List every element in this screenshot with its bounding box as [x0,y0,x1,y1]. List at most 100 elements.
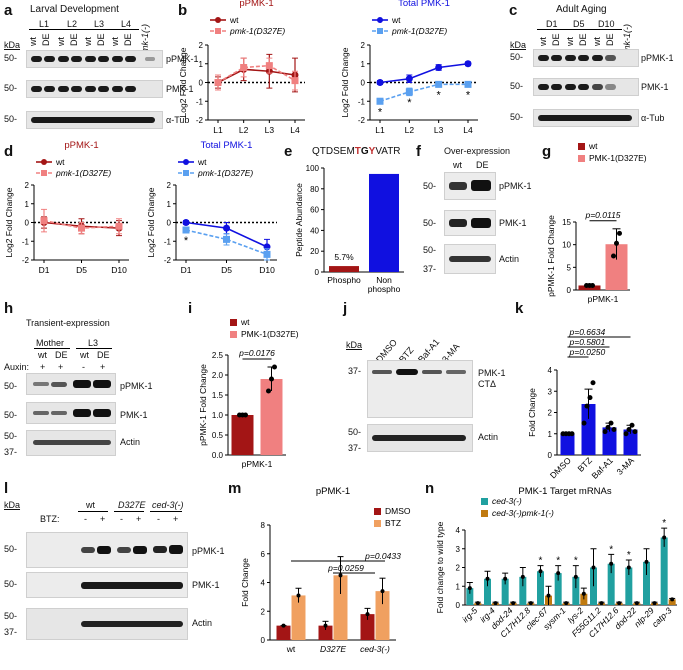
data-point [652,601,657,606]
x-tick-label: D1 [181,265,192,275]
panel-c-title: Adult Aging [556,4,607,15]
significance-mark: * [184,235,189,247]
y-tick-label: 4 [261,579,266,588]
panel-label-a: a [4,2,13,19]
y-tick-label: 1 [456,582,461,591]
data-point [662,535,667,540]
y-axis-label: pPMK-1 Fold Change [198,364,208,446]
data-point [670,597,675,602]
data-point [602,429,608,435]
legend-label: pmk-1(D327E) [55,168,111,178]
series-line [379,83,468,103]
y-tick-label: -1 [358,97,366,106]
pvalue-label: p=0.0115 [584,210,620,220]
series-line [217,68,296,84]
bar [276,625,291,640]
x-tick-label: 3-MA [614,455,636,477]
legend-swatch [374,520,381,527]
data-point [623,431,629,437]
panel-l-btz: + [136,514,142,524]
mw-marker: 37- [423,264,437,274]
bar [554,573,562,605]
mw-marker: 50- [4,544,18,554]
panel-a-group: L2 [67,19,78,29]
y-tick-label: 1 [167,200,172,209]
blot-strip [26,373,116,395]
y-tick-label: 10 [562,241,571,250]
chart-b2: -2 -1 0 1 2 Log2 Fold Change L1 L2 L3 L4 * * * * Total… [340,0,478,135]
panel-l-group: wt [86,500,95,510]
panel-j-kda: kDa [346,340,363,350]
series-line [379,62,469,84]
blot-label: PMK-1 [478,368,506,378]
y-tick-label: 1 [361,60,366,69]
x-tick-label: phospho [368,284,401,294]
y-tick-label: 2 [199,41,204,50]
blot-label: PMK-1 [641,82,669,92]
panel-a-lane: wt [28,37,38,46]
x-tick-label: D10 [259,265,275,275]
panel-h-title: Transient-expression [26,318,110,328]
y-tick-label: 8 [261,521,266,530]
significance-mark: * [378,106,383,118]
data-point [281,623,286,628]
data-point [605,424,611,430]
data-point [609,561,614,566]
significance-mark: * [556,556,560,567]
bar [231,415,254,455]
panel-label-b: b [178,2,188,19]
blot-label: pPMK-1 [120,381,153,391]
blot-label: PMK-1 [192,580,220,590]
panel-l-btz: - [157,514,160,524]
panel-label-d: d [4,143,14,160]
panel-a-group: L1 [39,19,50,29]
panel-l-btz-label: BTZ: [40,514,60,524]
legend-marker [41,170,47,176]
y-tick-label: 0 [567,286,572,295]
y-tick-label: -2 [22,256,30,265]
panel-a-lane: wt [83,37,93,46]
panel-c-lane: wt [565,37,575,46]
bar [260,379,283,455]
y-axis-label: pPMK-1 Fold Change [546,215,556,297]
data-point [556,571,561,576]
blot-label: CTΔ [478,379,497,389]
data-point [376,97,384,105]
data-point [520,574,525,579]
panel-l-kda: kDa [4,500,21,510]
data-point [614,240,619,246]
panel-a-lane: DE [41,33,51,46]
x-tick-label: L4 [290,125,300,135]
significance-mark: * [437,89,442,101]
panel-a-group: L4 [121,19,132,29]
panel-c-group: D1 [546,19,558,29]
legend-label: pmk-1(D327E) [197,168,253,178]
y-tick-label: 15 [562,218,571,227]
data-point [511,601,516,606]
data-point [405,88,413,96]
data-point [291,77,299,85]
y-tick-label: 5 [567,263,572,272]
mw-marker: 50- [4,579,18,589]
x-tick-label: Phospho [327,275,361,285]
data-point [475,601,480,606]
legend-label: wt [391,15,401,25]
panel-h-auxin: + [40,362,46,372]
pvalue-label: p=0.6634 [569,327,606,337]
panel-label-c: c [509,2,518,19]
x-tick-label: L1 [375,125,385,135]
x-tick-label: D327E [320,644,346,654]
bar [625,567,633,605]
data-point [538,569,543,574]
x-tick-label: L4 [463,125,473,135]
y-axis-label: Log2 Fold Change [178,47,188,117]
data-point [376,79,384,86]
panel-l-btz: - [120,514,123,524]
data-point [573,574,578,579]
x-axis-label: pPMK-1 [588,294,619,304]
x-tick-label: D1 [39,265,50,275]
data-point [590,282,595,288]
panel-f-lane: DE [476,160,489,170]
y-axis-label: Fold Change [240,558,250,607]
